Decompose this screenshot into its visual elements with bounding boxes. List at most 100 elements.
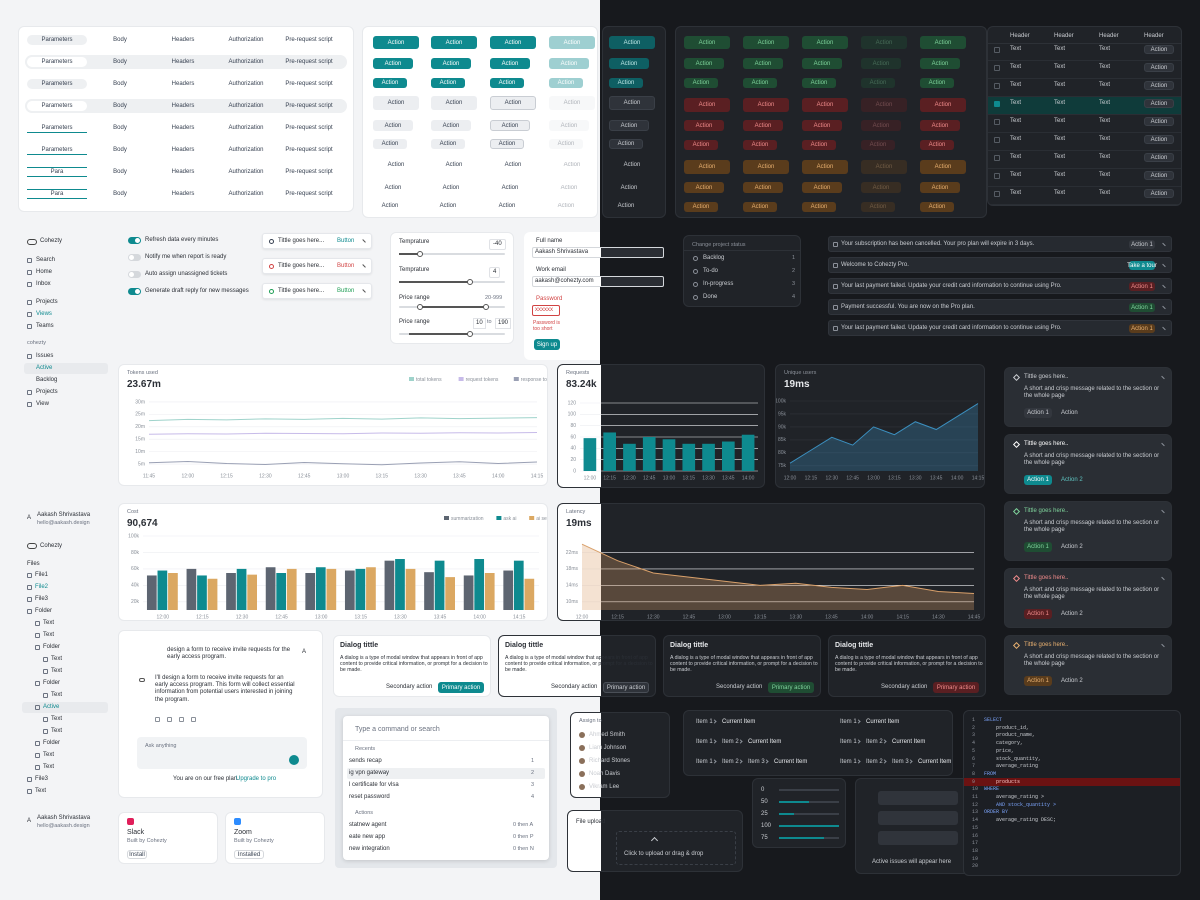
tree-item[interactable]: Text — [35, 788, 47, 794]
alert-action[interactable]: Action 1 — [1129, 282, 1155, 291]
toggle[interactable] — [128, 254, 141, 261]
menu-option[interactable]: To-do — [703, 268, 719, 274]
tab[interactable]: Body — [113, 103, 127, 109]
tree-item[interactable]: File3 — [35, 596, 49, 602]
action-button[interactable]: Action — [861, 58, 901, 69]
action-button[interactable]: Action — [802, 58, 842, 69]
tab[interactable]: Headers — [171, 191, 195, 197]
action-button[interactable]: Action — [920, 98, 966, 112]
action-button[interactable]: Action — [743, 120, 783, 131]
alert-action[interactable]: Take a tour — [1127, 261, 1157, 270]
notification-primary[interactable]: Action 1 — [1024, 475, 1052, 485]
action-button[interactable]: Action — [802, 120, 842, 131]
nav-item[interactable]: Active — [36, 365, 53, 371]
nav-item[interactable]: Teams — [36, 323, 54, 329]
action-button[interactable]: Action — [431, 58, 471, 69]
action-button[interactable]: Action — [920, 202, 954, 212]
action-button[interactable]: Action — [620, 184, 638, 191]
action-button[interactable]: Action — [743, 182, 783, 193]
notification-primary[interactable]: Action 1 — [1024, 676, 1052, 686]
nav-item[interactable]: Inbox — [36, 281, 51, 287]
command-item[interactable]: sends recap — [349, 758, 382, 764]
command-item[interactable]: reset password — [349, 794, 390, 800]
toast-button[interactable]: Button — [337, 288, 355, 294]
tab[interactable]: Body — [113, 125, 127, 131]
tab[interactable]: Body — [113, 147, 127, 153]
tab[interactable]: Pre-request script — [285, 81, 333, 87]
person[interactable]: Liam Johnson — [589, 745, 627, 751]
row-action[interactable]: Action — [1144, 81, 1174, 90]
crumb[interactable]: Item 2 — [722, 759, 739, 765]
action-button[interactable]: Action — [684, 36, 730, 49]
alert-action[interactable]: Action 1 — [1129, 303, 1155, 312]
tree-item[interactable]: Text — [51, 656, 63, 662]
command-item[interactable]: l certificate for vlsa — [349, 782, 399, 788]
notification-primary[interactable]: Action 1 — [1024, 542, 1052, 552]
action-button[interactable]: Action — [431, 96, 477, 110]
tab[interactable]: Pre-request script — [285, 59, 333, 65]
action-button[interactable]: Action — [431, 120, 471, 131]
action-button[interactable]: Action — [498, 203, 516, 209]
tree-item[interactable]: Folder — [43, 740, 61, 746]
action-button[interactable]: Action — [802, 202, 836, 212]
action-button[interactable]: Action — [549, 139, 583, 149]
tab[interactable]: Parameters — [27, 145, 87, 155]
nav-item[interactable]: Home — [36, 269, 53, 275]
row-action[interactable]: Action — [1144, 99, 1174, 108]
notification-secondary[interactable]: Action 2 — [1061, 678, 1083, 684]
row-action[interactable]: Action — [1144, 135, 1174, 144]
tab[interactable]: Body — [113, 191, 127, 197]
toggle[interactable] — [128, 237, 141, 244]
tab[interactable]: Body — [113, 59, 127, 65]
action-button[interactable]: Action — [684, 160, 730, 174]
action-button[interactable]: Action — [373, 36, 419, 49]
action-button[interactable]: Action — [445, 162, 463, 168]
action-button[interactable]: Action — [439, 203, 457, 209]
action-button[interactable]: Action — [549, 58, 589, 69]
action-button[interactable]: Action — [861, 160, 907, 174]
dialog-primary[interactable]: Primary action — [438, 682, 484, 693]
action-button[interactable]: Action — [431, 78, 465, 88]
notification-secondary[interactable]: Action 2 — [1061, 477, 1083, 483]
action-button[interactable]: Action — [373, 139, 407, 149]
action-button[interactable]: Action — [920, 78, 954, 88]
action-button[interactable]: Action — [609, 96, 655, 110]
action-button[interactable]: Action — [743, 78, 777, 88]
install-button[interactable]: Install — [127, 850, 147, 859]
action-button[interactable]: Action — [623, 162, 641, 168]
action-button[interactable]: Action — [743, 140, 777, 150]
action-button[interactable]: Action — [442, 184, 460, 191]
crumb[interactable]: Item 2 — [866, 739, 883, 745]
tab[interactable]: Authorization — [228, 169, 264, 175]
action-button[interactable]: Action — [490, 96, 536, 110]
action-button[interactable]: Action — [743, 98, 789, 112]
row-action[interactable]: Action — [1144, 153, 1174, 162]
action-button[interactable]: Action — [490, 120, 530, 131]
action-button[interactable]: Action — [617, 203, 635, 209]
dialog-secondary[interactable]: Secondary action — [716, 684, 763, 690]
tab[interactable]: Body — [113, 37, 127, 43]
notification-primary[interactable]: Action 1 — [1024, 609, 1052, 619]
toast-button[interactable]: Button — [337, 263, 355, 269]
row-action[interactable]: Action — [1144, 63, 1174, 72]
nav-item[interactable]: Projects — [36, 389, 58, 395]
person[interactable]: Richard Stones — [589, 758, 631, 764]
crumb[interactable]: Item 2 — [722, 739, 739, 745]
action-button[interactable]: Action — [920, 140, 954, 150]
action-button[interactable]: Action — [684, 202, 718, 212]
action-button[interactable]: Action — [743, 160, 789, 174]
action-button[interactable]: Action — [861, 36, 907, 49]
menu-option[interactable]: Backlog — [703, 255, 725, 261]
action-button[interactable]: Action — [802, 98, 848, 112]
tab[interactable]: Authorization — [228, 125, 264, 131]
action-button[interactable]: Action — [549, 36, 595, 49]
tree-item[interactable]: Folder — [43, 644, 61, 650]
tab[interactable]: Authorization — [228, 191, 264, 197]
dialog-primary[interactable]: Primary action — [603, 682, 649, 693]
tab[interactable]: Pre-request script — [285, 125, 333, 131]
command-item[interactable]: ig vpn gateway — [349, 770, 390, 776]
action-button[interactable]: Action — [490, 58, 530, 69]
upgrade-link[interactable]: Upgrade to pro — [236, 776, 277, 782]
action-button[interactable]: Action — [920, 58, 960, 69]
tab[interactable]: Body — [113, 169, 127, 175]
